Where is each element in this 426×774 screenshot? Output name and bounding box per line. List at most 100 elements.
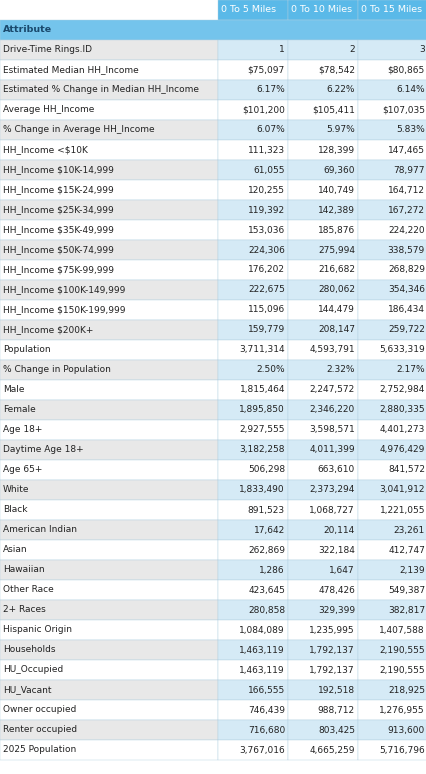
Bar [357,360,426,380]
Bar [218,380,287,400]
Text: 166,555: 166,555 [247,686,284,694]
Bar [357,40,426,60]
Text: Black: Black [3,505,27,515]
Text: $101,200: $101,200 [242,105,284,115]
Bar [218,540,287,560]
Text: 1,895,850: 1,895,850 [239,406,284,415]
Bar [0,680,218,700]
Text: 216,682: 216,682 [317,265,354,275]
Text: American Indian: American Indian [3,526,77,535]
Text: Male: Male [3,385,24,395]
Text: Estimated % Change in Median HH_Income: Estimated % Change in Median HH_Income [3,85,199,94]
Bar [0,480,218,500]
Text: 2: 2 [348,46,354,54]
Text: 6.07%: 6.07% [256,125,284,135]
Bar [287,600,357,620]
Bar [0,240,218,260]
Text: 208,147: 208,147 [317,326,354,334]
Bar [287,120,357,140]
Bar [357,400,426,420]
Bar [218,660,287,680]
Text: 140,749: 140,749 [317,186,354,194]
Text: 1,407,588: 1,407,588 [378,625,424,635]
Text: 0 To 15 Miles: 0 To 15 Miles [360,5,421,15]
Text: $75,097: $75,097 [247,66,284,74]
Text: 128,399: 128,399 [317,146,354,155]
Text: 716,680: 716,680 [247,725,284,735]
Bar [287,700,357,720]
Bar [0,540,218,560]
Bar [0,380,218,400]
Text: HU_Occupied: HU_Occupied [3,666,63,674]
Text: 2+ Races: 2+ Races [3,605,46,615]
Text: $105,411: $105,411 [311,105,354,115]
Bar [0,620,218,640]
Text: 192,518: 192,518 [317,686,354,694]
Text: 119,392: 119,392 [248,206,284,214]
Text: 218,925: 218,925 [387,686,424,694]
Bar [0,600,218,620]
Bar [357,500,426,520]
Text: Daytime Age 18+: Daytime Age 18+ [3,446,83,454]
Text: Attribute: Attribute [3,26,52,35]
Bar [357,60,426,80]
Bar [357,480,426,500]
Text: 167,272: 167,272 [387,206,424,214]
Bar [287,620,357,640]
Bar [287,280,357,300]
Text: Households: Households [3,646,55,655]
Text: 61,055: 61,055 [253,166,284,174]
Bar [287,520,357,540]
Text: HH_Income $35K-49,999: HH_Income $35K-49,999 [3,225,114,235]
Text: 4,593,791: 4,593,791 [309,345,354,354]
Bar [357,640,426,660]
Bar [357,300,426,320]
Text: 185,876: 185,876 [317,225,354,235]
Bar [287,500,357,520]
Bar [357,720,426,740]
Bar [357,280,426,300]
Bar [0,360,218,380]
Bar [287,40,357,60]
Bar [0,580,218,600]
Bar [218,0,287,20]
Text: 224,220: 224,220 [388,225,424,235]
Text: 280,062: 280,062 [317,286,354,294]
Bar [287,180,357,200]
Text: 2,752,984: 2,752,984 [379,385,424,395]
Text: 1,463,119: 1,463,119 [239,666,284,674]
Text: 5,633,319: 5,633,319 [378,345,424,354]
Text: Other Race: Other Race [3,585,54,594]
Bar [218,460,287,480]
Text: 2,880,335: 2,880,335 [378,406,424,415]
Bar [0,80,218,100]
Bar [0,280,218,300]
Bar [357,460,426,480]
Bar [287,720,357,740]
Bar [357,100,426,120]
Text: HH_Income $75K-99,999: HH_Income $75K-99,999 [3,265,114,275]
Text: 354,346: 354,346 [387,286,424,294]
Bar [0,200,218,220]
Text: Hispanic Origin: Hispanic Origin [3,625,72,635]
Bar [218,60,287,80]
Text: 423,645: 423,645 [248,585,284,594]
Bar [0,320,218,340]
Text: 2,927,555: 2,927,555 [239,426,284,434]
Text: HH_Income $50K-74,999: HH_Income $50K-74,999 [3,245,114,255]
Text: 1,068,727: 1,068,727 [309,505,354,515]
Text: 4,011,399: 4,011,399 [309,446,354,454]
Bar [357,660,426,680]
Bar [287,0,357,20]
Bar [357,580,426,600]
Bar [357,740,426,760]
Bar [218,260,287,280]
Bar [218,420,287,440]
Text: HU_Vacant: HU_Vacant [3,686,52,694]
Text: 2.32%: 2.32% [326,365,354,375]
Text: 1,463,119: 1,463,119 [239,646,284,655]
Bar [287,340,357,360]
Text: Estimated Median HH_Income: Estimated Median HH_Income [3,66,138,74]
Bar [218,720,287,740]
Bar [218,600,287,620]
